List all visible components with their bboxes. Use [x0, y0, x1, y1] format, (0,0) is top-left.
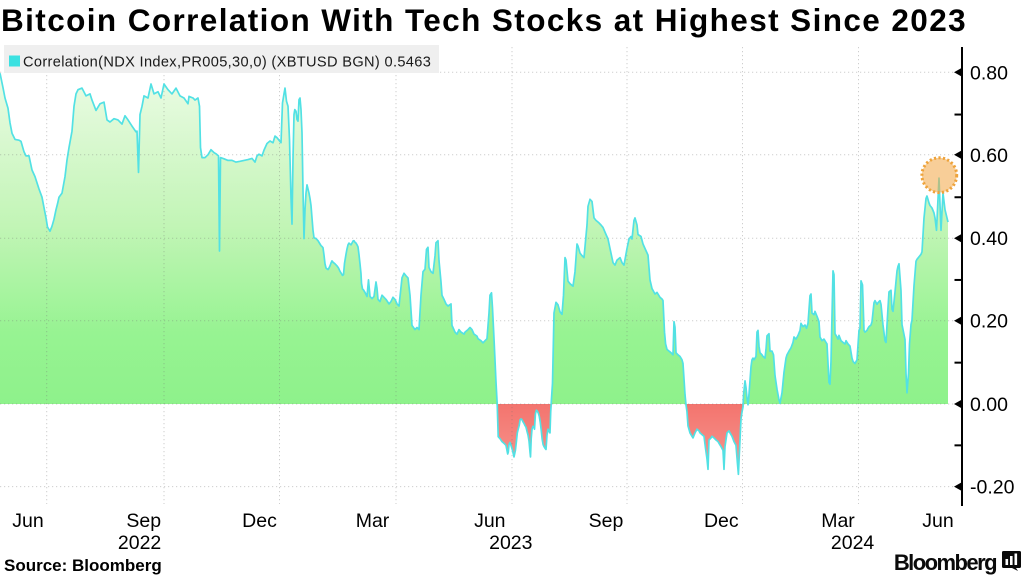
- svg-text:0.20: 0.20: [970, 311, 1008, 333]
- svg-text:Jun: Jun: [474, 510, 505, 532]
- svg-text:Mar: Mar: [821, 510, 855, 532]
- svg-text:Jun: Jun: [922, 510, 953, 532]
- svg-text:2023: 2023: [489, 532, 532, 554]
- svg-text:0.60: 0.60: [970, 145, 1008, 167]
- svg-text:Source: Bloomberg: Source: Bloomberg: [4, 556, 162, 575]
- svg-text:2024: 2024: [831, 532, 875, 554]
- svg-text:Sep: Sep: [589, 510, 624, 532]
- svg-text:0.40: 0.40: [970, 228, 1008, 250]
- svg-text:Dec: Dec: [704, 510, 739, 532]
- svg-text:Mar: Mar: [356, 510, 390, 532]
- svg-text:Dec: Dec: [242, 510, 277, 532]
- svg-text:0.80: 0.80: [970, 62, 1008, 84]
- svg-text:Sep: Sep: [126, 510, 161, 532]
- svg-text:0.00: 0.00: [970, 394, 1008, 416]
- svg-text:2022: 2022: [118, 532, 161, 554]
- svg-text:Correlation(NDX Index,PR005,30: Correlation(NDX Index,PR005,30,0) (XBTUS…: [23, 55, 431, 71]
- svg-text:Jun: Jun: [12, 510, 43, 532]
- svg-text:Bitcoin Correlation With Tech: Bitcoin Correlation With Tech Stocks at …: [1, 2, 967, 38]
- svg-text:-0.20: -0.20: [970, 477, 1015, 499]
- svg-text:Bloomberg: Bloomberg: [894, 550, 996, 575]
